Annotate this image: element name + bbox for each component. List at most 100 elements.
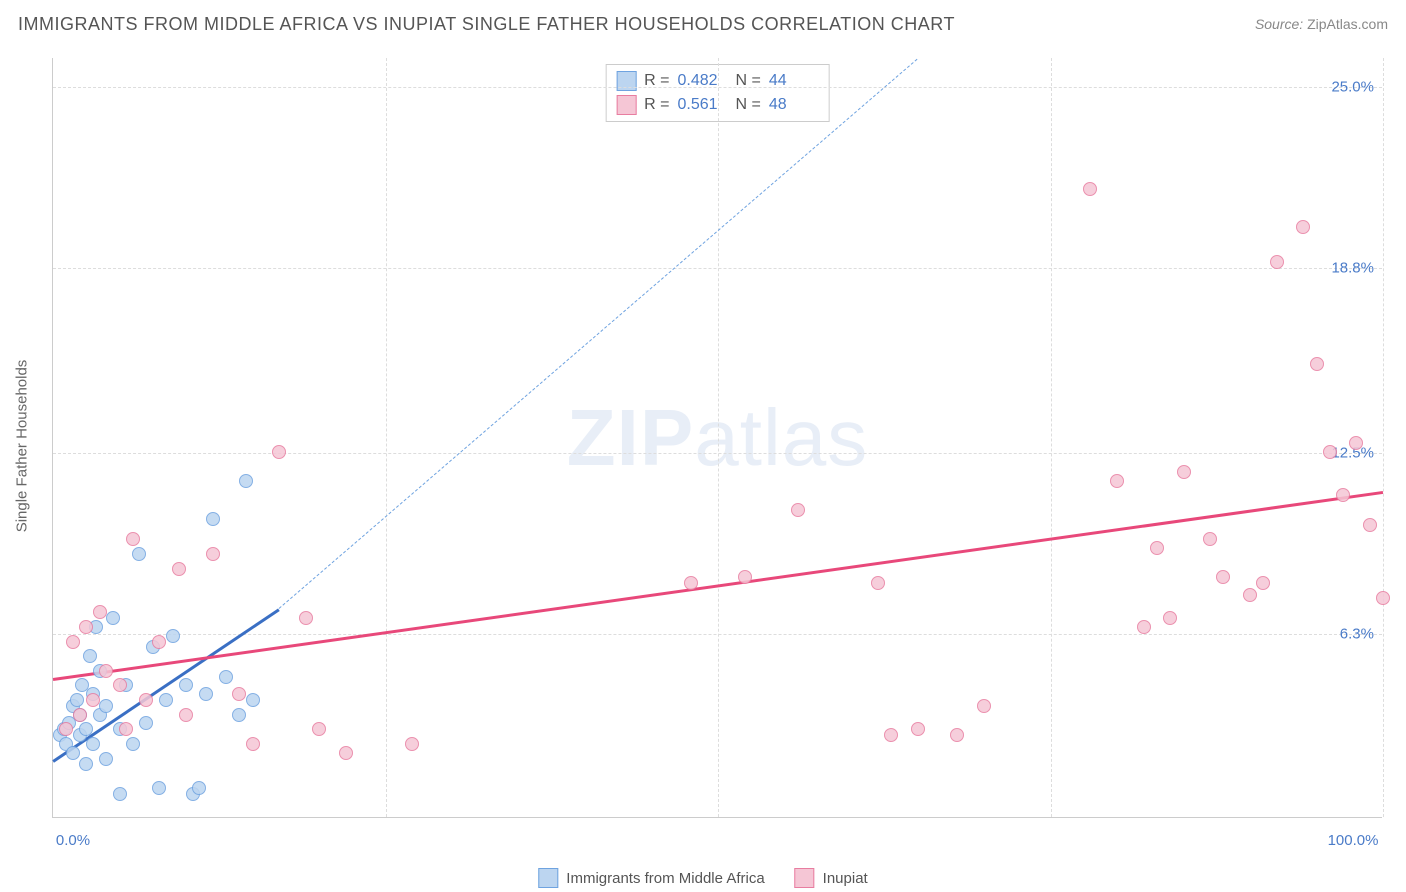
y-tick-label: 18.8% xyxy=(1331,260,1374,277)
data-point xyxy=(1163,611,1177,625)
data-point xyxy=(166,629,180,643)
data-point xyxy=(139,693,153,707)
series-legend: Immigrants from Middle Africa Inupiat xyxy=(538,868,867,888)
data-point xyxy=(1323,445,1337,459)
data-point xyxy=(1150,541,1164,555)
data-point xyxy=(239,474,253,488)
data-point xyxy=(206,512,220,526)
gridline-vertical xyxy=(1383,58,1384,817)
r-label: R = xyxy=(644,96,669,114)
data-point xyxy=(232,687,246,701)
data-point xyxy=(179,678,193,692)
data-point xyxy=(1270,255,1284,269)
data-point xyxy=(179,708,193,722)
data-point xyxy=(86,693,100,707)
data-point xyxy=(1243,588,1257,602)
data-point xyxy=(1310,357,1324,371)
data-point xyxy=(152,635,166,649)
data-point xyxy=(871,576,885,590)
n-label: N = xyxy=(736,96,761,114)
data-point xyxy=(172,562,186,576)
data-point xyxy=(1376,591,1390,605)
data-point xyxy=(977,699,991,713)
trend-line xyxy=(279,58,918,608)
data-point xyxy=(73,708,87,722)
data-point xyxy=(312,722,326,736)
data-point xyxy=(1203,532,1217,546)
data-point xyxy=(132,547,146,561)
data-point xyxy=(159,693,173,707)
data-point xyxy=(1083,182,1097,196)
legend-swatch xyxy=(795,868,815,888)
legend-item: Inupiat xyxy=(795,868,868,888)
chart-title: IMMIGRANTS FROM MIDDLE AFRICA VS INUPIAT… xyxy=(18,14,955,35)
data-point xyxy=(1336,488,1350,502)
data-point xyxy=(1137,620,1151,634)
data-point xyxy=(339,746,353,760)
data-point xyxy=(950,728,964,742)
data-point xyxy=(83,649,97,663)
x-tick-label: 100.0% xyxy=(1328,832,1379,849)
data-point xyxy=(1349,436,1363,450)
data-point xyxy=(1216,570,1230,584)
data-point xyxy=(299,611,313,625)
legend-item: Immigrants from Middle Africa xyxy=(538,868,764,888)
data-point xyxy=(126,737,140,751)
data-point xyxy=(126,532,140,546)
data-point xyxy=(1256,576,1270,590)
source-label: Source: xyxy=(1255,16,1307,32)
data-point xyxy=(232,708,246,722)
data-point xyxy=(738,570,752,584)
data-point xyxy=(119,722,133,736)
y-tick-label: 6.3% xyxy=(1340,625,1374,642)
series-name: Inupiat xyxy=(823,870,868,887)
data-point xyxy=(1363,518,1377,532)
data-point xyxy=(272,445,286,459)
r-value: 0.561 xyxy=(678,96,728,114)
n-value: 48 xyxy=(769,96,819,114)
data-point xyxy=(206,547,220,561)
data-point xyxy=(66,746,80,760)
x-tick-label: 0.0% xyxy=(56,832,90,849)
data-point xyxy=(66,635,80,649)
data-point xyxy=(246,737,260,751)
data-point xyxy=(113,678,127,692)
data-point xyxy=(79,722,93,736)
data-point xyxy=(99,752,113,766)
gridline-vertical xyxy=(718,58,719,817)
data-point xyxy=(405,737,419,751)
plot-area: ZIPatlas R =0.482N =44R =0.561N =48 6.3%… xyxy=(52,58,1382,818)
data-point xyxy=(106,611,120,625)
data-point xyxy=(911,722,925,736)
data-point xyxy=(192,781,206,795)
data-point xyxy=(59,722,73,736)
data-point xyxy=(79,757,93,771)
data-point xyxy=(684,576,698,590)
series-name: Immigrants from Middle Africa xyxy=(566,870,764,887)
data-point xyxy=(199,687,213,701)
legend-swatch xyxy=(616,95,636,115)
data-point xyxy=(246,693,260,707)
data-point xyxy=(152,781,166,795)
data-point xyxy=(1177,465,1191,479)
source-value: ZipAtlas.com xyxy=(1307,16,1388,32)
data-point xyxy=(1296,220,1310,234)
data-point xyxy=(1110,474,1124,488)
data-point xyxy=(791,503,805,517)
data-point xyxy=(93,605,107,619)
data-point xyxy=(113,787,127,801)
y-axis-title: Single Father Households xyxy=(14,360,31,533)
data-point xyxy=(99,699,113,713)
y-tick-label: 25.0% xyxy=(1331,79,1374,96)
data-point xyxy=(884,728,898,742)
source-attribution: Source: ZipAtlas.com xyxy=(1255,16,1388,32)
gridline-vertical xyxy=(1051,58,1052,817)
data-point xyxy=(139,716,153,730)
data-point xyxy=(219,670,233,684)
data-point xyxy=(79,620,93,634)
data-point xyxy=(86,737,100,751)
data-point xyxy=(99,664,113,678)
gridline-vertical xyxy=(386,58,387,817)
data-point xyxy=(70,693,84,707)
legend-swatch xyxy=(538,868,558,888)
